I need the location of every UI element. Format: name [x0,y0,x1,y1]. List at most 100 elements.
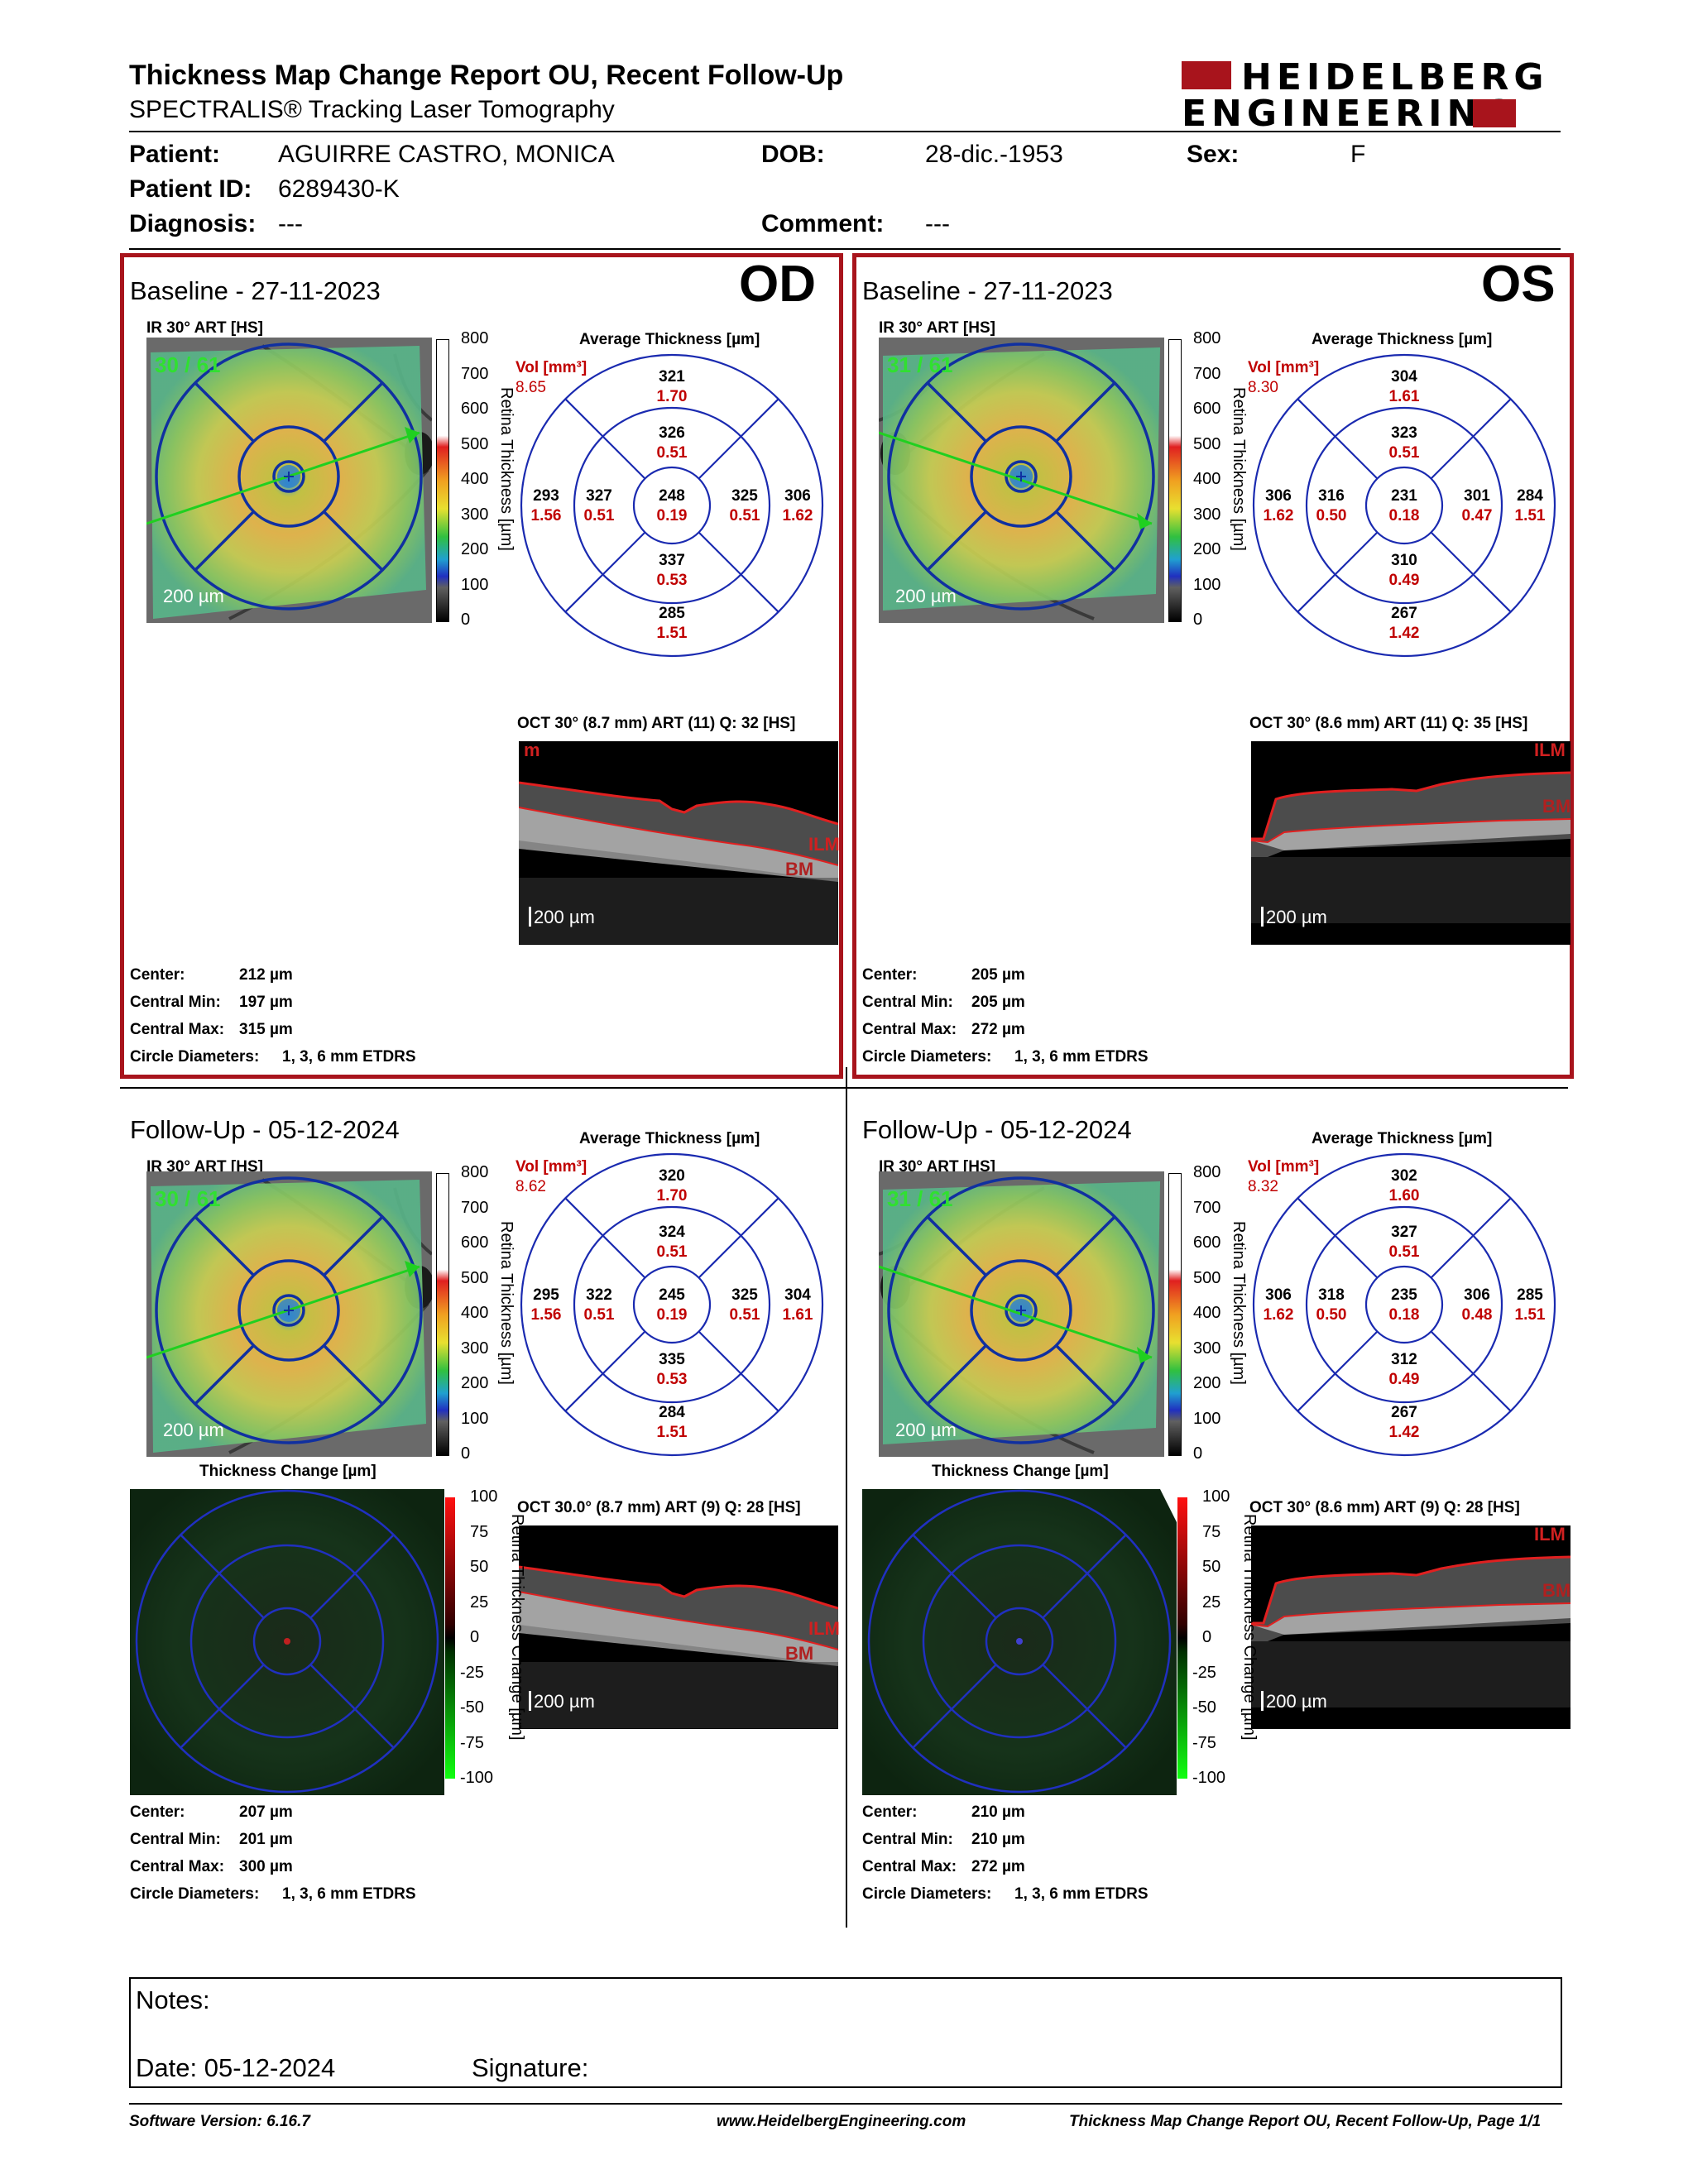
od-followup-change-map [130,1489,444,1795]
grid-center-thickness: 235 [1391,1286,1417,1304]
choroid-layer [519,1662,838,1728]
change-sector-line [180,1534,265,1619]
grid-inf-inner-volume: 0.53 [657,572,688,589]
center-divider [846,1067,847,1928]
os-followup-bm-label: BM [1542,1580,1571,1601]
od-followup-vol-value: 8.62 [516,1178,546,1195]
scan-line [146,431,420,525]
ilm-line [1251,771,1571,841]
etdrs-circle [1005,460,1038,493]
website-link[interactable]: www.HeidelbergEngineering.com [717,2113,966,2130]
grid-center-thickness: 245 [659,1286,685,1304]
grid-ring [1364,466,1444,545]
logo-text-2: ENGINEERING [1182,93,1518,135]
od-baseline-central-min-value: 197 µm [239,994,293,1011]
bm-line [519,1591,838,1650]
od-followup-etdrs-grid: 320 1.70 324 0.51 245 0.19 335 0.53 284 1.51 295 1.… [520,1152,824,1457]
os-followup-change-svg [862,1489,1177,1795]
od-followup-oct-label: OCT 30.0° (8.7 mm) ART (9) Q: 28 [HS] [517,1499,801,1516]
od-baseline-ilm-label: ILM [808,834,840,855]
os-baseline-ir-image [879,338,1164,623]
grid-nasal-inner-volume: 0.50 [1316,507,1347,524]
heidelberg-logo: HEIDELBERG ENGINEERING [1175,56,1543,135]
notes-box[interactable] [129,1977,1562,2088]
grid-sector-line [1430,531,1512,613]
od-followup-ir-image [146,1171,432,1457]
od-followup-change-bar [445,1497,455,1779]
colorbar-tick: 600 [461,400,489,418]
logo-block-bottom [1473,99,1516,127]
os-followup-vol-value: 8.32 [1248,1178,1278,1195]
report-title: Thickness Map Change Report OU, Recent F… [129,60,844,91]
os-baseline-central-min-label: Central Min: [862,994,953,1011]
os-followup-color-bar [1168,1173,1182,1456]
os-baseline-vol-label: Vol [mm³] [1248,359,1320,376]
os-followup-change-bar [1177,1497,1187,1779]
os-followup-center-value: 210 µm [971,1803,1025,1821]
od-followup-axis-label: Retina Thickness [µm] [497,1221,516,1385]
scan-arrow [405,427,420,443]
grid-sector-line [1297,531,1379,613]
change-ring [252,1607,322,1676]
grid-temp-outer-volume: 1.51 [1515,1306,1546,1324]
grid-sup-inner-volume: 0.51 [1389,1243,1420,1261]
os-baseline-oct-scalebar-bar [1261,907,1264,927]
grid-temp-inner-volume: 0.51 [730,1306,760,1324]
patient-id-label: Patient ID: [129,175,252,203]
od-followup-vol-label: Vol [mm³] [516,1158,587,1176]
grid-temp-outer-thickness: 284 [1517,487,1543,505]
os-baseline-avg-title: Average Thickness [µm] [1312,331,1493,348]
od-baseline-circle-value: 1, 3, 6 mm ETDRS [282,1048,416,1066]
grid-sector-line [1430,1330,1512,1412]
change-center [284,1638,290,1645]
etdrs-sector-line [926,381,987,443]
grid-nasal-outer-thickness: 293 [533,487,559,505]
grid-sup-inner-thickness: 324 [659,1224,685,1241]
grid-ring [1364,1265,1444,1344]
grid-inf-inner-volume: 0.49 [1389,572,1420,589]
colorbar-tick: 300 [461,505,489,524]
os-followup-vol-label: Vol [mm³] [1248,1158,1320,1176]
scan-arrow [1137,1347,1152,1363]
grid-inf-outer-volume: 1.51 [657,625,688,642]
os-baseline-title: Baseline - 27-11-2023 [862,276,1113,305]
grid-sup-inner-thickness: 326 [659,424,685,442]
bm-line [519,807,838,866]
od-baseline-circle-label: Circle Diameters: [130,1048,260,1066]
colorbar-tick: 200 [1193,540,1221,558]
etdrs-circle [155,342,423,611]
colorbar-tick: 600 [1193,1233,1221,1252]
colorbar-tick: 200 [1193,1374,1221,1392]
colorbar-tick: 100 [461,1409,489,1428]
grid-sector-line [698,398,779,480]
colorbar-tick: 300 [1193,505,1221,524]
os-followup-ir-image [879,1171,1164,1457]
comment-value: --- [925,210,950,237]
grid-ring [1305,406,1503,605]
change-tick: -75 [460,1733,484,1752]
grid-center-thickness: 231 [1391,487,1417,505]
change-ring [985,1607,1054,1676]
etdrs-sector-line [194,381,255,443]
scan-line [879,1265,1153,1359]
grid-nasal-outer-volume: 1.56 [531,507,562,524]
os-baseline-ir-overlay-text: 31 / 61 [887,352,953,377]
grid-sector-line [1430,398,1512,480]
od-followup-change-svg [130,1489,444,1795]
dob-value: 28-dic.-1953 [925,141,1063,168]
change-tick: 75 [470,1522,489,1541]
etdrs-circle [272,1294,305,1327]
colorbar-tick: 600 [461,1233,489,1252]
od-baseline-center-label: Center: [130,966,185,984]
os-baseline-axis-label: Retina Thickness [µm] [1230,387,1248,551]
os-followup-center-label: Center: [862,1803,918,1821]
grid-inf-outer-volume: 1.42 [1389,1424,1420,1441]
change-center [1016,1638,1023,1645]
scan-arrow [1137,513,1152,529]
colorbar-tick: 400 [461,1304,489,1322]
od-baseline-central-min-label: Central Min: [130,994,221,1011]
grid-sector-line [1297,398,1379,480]
colorbar-tick: 0 [1193,1444,1203,1463]
change-tick: 100 [470,1487,498,1506]
change-sector-line [1042,1534,1127,1619]
